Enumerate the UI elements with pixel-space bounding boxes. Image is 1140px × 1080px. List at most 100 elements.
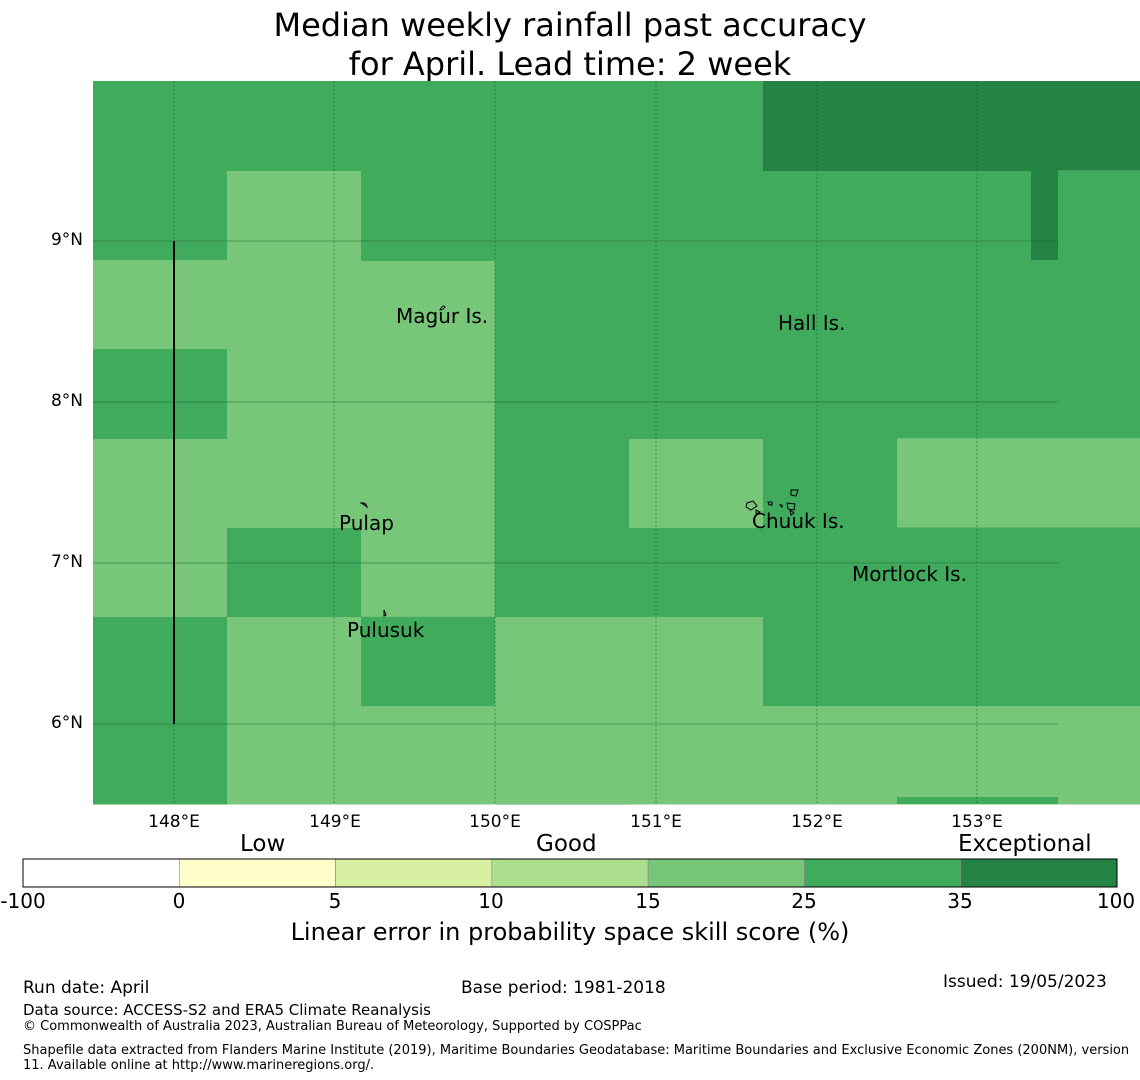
grid-cell — [361, 348, 496, 439]
place-label-pulusuk: Pulusuk — [347, 618, 425, 642]
colorbar-swatch — [960, 858, 1118, 888]
map-title-line-1: Median weekly rainfall past accuracy — [273, 6, 867, 44]
grid-cell — [93, 439, 227, 617]
magur-island-shape — [439, 305, 446, 311]
grid-cell — [763, 527, 898, 618]
grid-cell — [763, 707, 1031, 797]
lon-tick-151e: 151°E — [630, 812, 682, 832]
colorbar-swatch — [22, 858, 180, 888]
grid-cell — [1031, 348, 1140, 439]
grid-cell — [897, 259, 1032, 350]
colorbar-tick: 5 — [328, 889, 342, 913]
grid-cell — [1031, 616, 1140, 707]
grid-cell — [897, 170, 1032, 261]
grid-cell — [629, 259, 764, 350]
colorbar-tick: -100 — [0, 889, 46, 913]
colorbar-category-low: Low — [240, 831, 286, 857]
grid-cell — [361, 171, 495, 261]
base-period: Base period: 1981-2018 — [461, 978, 666, 998]
grid-cell — [361, 259, 496, 350]
grid-cell — [763, 438, 898, 528]
colorbar-tick: 10 — [478, 889, 504, 913]
colorbar-category-exceptional: Exceptional — [958, 831, 1092, 857]
grid-cell — [495, 617, 763, 804]
grid-cell — [93, 170, 228, 261]
grid-cell — [361, 438, 496, 528]
lon-tick-149e: 149°E — [309, 812, 361, 832]
grid-cell — [495, 170, 630, 261]
grid-cell — [629, 439, 763, 528]
run-date: Run date: April — [23, 978, 150, 998]
grid-cell — [495, 259, 630, 350]
colorbar-tick: 100 — [1096, 889, 1136, 913]
place-label-pulap: Pulap — [339, 511, 394, 535]
grid-cell — [1031, 527, 1140, 618]
colorbar-swatch — [178, 858, 336, 888]
data-source: Data source: ACCESS-S2 and ERA5 Climate … — [23, 1001, 431, 1019]
grid-cell — [93, 260, 227, 349]
grid-cell — [495, 348, 630, 439]
pulap-island-shape — [359, 502, 368, 509]
map-title-line-2: for April. Lead time: 2 week — [348, 45, 792, 83]
grid-cell — [763, 797, 897, 804]
grid-cell — [629, 348, 764, 439]
colorbar-swatch — [647, 858, 805, 888]
lon-tick-148e: 148°E — [148, 812, 200, 832]
colorbar-tick: 35 — [947, 889, 973, 913]
pulusuk-island-shape — [383, 609, 387, 617]
shapefile-credit: Shapefile data extracted from Flanders M… — [23, 1043, 1130, 1073]
lon-tick-153e: 153°E — [951, 812, 1003, 832]
place-label-chuuk: Chuuk Is. — [752, 509, 845, 533]
colorbar-category-good: Good — [536, 831, 597, 857]
grid-cell — [495, 527, 630, 618]
colorbar-swatch — [491, 858, 649, 888]
grid-cell — [763, 616, 898, 707]
issued-date: Issued: 19/05/2023 — [943, 972, 1107, 992]
place-label-mortlock: Mortlock Is. — [852, 562, 967, 586]
lon-tick-152e: 152°E — [791, 812, 843, 832]
grid-cell — [897, 797, 1058, 804]
grid-cell — [361, 795, 496, 805]
chuuk-island-shapes — [745, 489, 799, 516]
grid-cell — [897, 616, 1032, 707]
colorbar-tick: 15 — [635, 889, 661, 913]
grid-cell — [1031, 259, 1140, 350]
lat-tick-7n: 7°N — [50, 552, 83, 572]
grid-cell — [763, 81, 1058, 171]
lat-tick-9n: 9°N — [50, 230, 83, 250]
grid-cell — [897, 438, 1032, 528]
colorbar-tick: 25 — [791, 889, 817, 913]
grid-cell — [227, 795, 362, 805]
grid-cell — [1031, 706, 1140, 796]
place-label-hall: Hall Is. — [778, 311, 846, 335]
grid-cell — [495, 438, 630, 528]
colorbar-frame — [22, 858, 1118, 888]
grid-cell — [93, 81, 763, 171]
grid-cell — [227, 528, 361, 617]
grid-cell — [361, 527, 496, 618]
grid-cell — [93, 617, 227, 804]
grid-cell — [763, 348, 898, 439]
place-label-magur: Magur Is. — [396, 304, 489, 328]
skill-grid — [93, 81, 1140, 805]
grid-cell — [361, 616, 496, 707]
colorbar-tick: 0 — [172, 889, 186, 913]
colorbar — [22, 858, 1118, 888]
colorbar-swatch — [335, 858, 493, 888]
colorbar-label: Linear error in probability space skill … — [290, 918, 850, 946]
grid-cell — [897, 527, 1032, 618]
grid-cell — [227, 171, 361, 797]
grid-cell — [629, 170, 764, 261]
copyright: © Commonwealth of Australia 2023, Austra… — [23, 1019, 642, 1034]
grid-cell — [361, 706, 496, 796]
grid-cell — [897, 348, 1032, 439]
grid-cell — [1031, 171, 1058, 260]
grid-cell — [1031, 795, 1140, 805]
lat-tick-8n: 8°N — [50, 391, 83, 411]
grid-cell — [1031, 438, 1140, 528]
colorbar-swatch — [804, 858, 962, 888]
lon-tick-150e: 150°E — [469, 812, 521, 832]
lat-tick-6n: 6°N — [50, 713, 83, 733]
grid-cell — [763, 170, 898, 261]
